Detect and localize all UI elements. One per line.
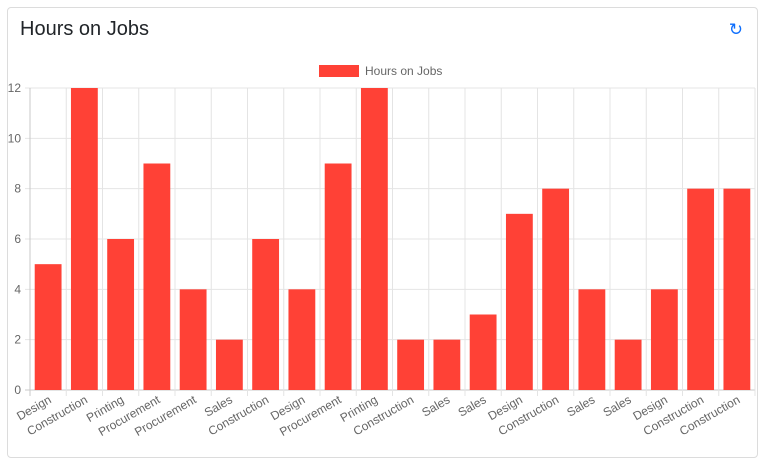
- x-tick-label: Sales: [601, 392, 634, 419]
- x-tick-label: Sales: [419, 392, 452, 419]
- legend-label: Hours on Jobs: [365, 64, 442, 78]
- y-tick-label: 8: [14, 182, 21, 196]
- bar: [107, 239, 135, 390]
- y-tick-label: 6: [14, 232, 21, 246]
- legend-swatch: [319, 65, 359, 77]
- bar: [143, 163, 171, 390]
- bar: [542, 188, 570, 390]
- y-tick-label: 10: [8, 131, 22, 145]
- bar: [70, 88, 98, 390]
- bar: [360, 88, 388, 390]
- bar: [179, 289, 207, 390]
- card-title: Hours on Jobs: [20, 18, 149, 40]
- bar: [614, 339, 642, 390]
- bar: [433, 339, 461, 390]
- bar: [34, 264, 62, 390]
- refresh-icon[interactable]: ↻: [728, 20, 743, 39]
- bar: [469, 314, 497, 390]
- bar: [723, 188, 751, 390]
- bar: [215, 339, 243, 390]
- x-tick-label: Sales: [456, 392, 489, 419]
- y-tick-label: 4: [14, 282, 21, 296]
- x-tick-label: Sales: [564, 392, 597, 419]
- bar: [288, 289, 316, 390]
- bar: [397, 339, 425, 390]
- bar: [324, 163, 352, 390]
- bar: [650, 289, 678, 390]
- bar: [252, 239, 280, 390]
- y-tick-label: 2: [14, 333, 21, 347]
- y-tick-label: 12: [8, 81, 22, 95]
- bar: [505, 213, 533, 390]
- bar: [687, 188, 715, 390]
- y-tick-label: 0: [14, 383, 21, 397]
- bar: [578, 289, 606, 390]
